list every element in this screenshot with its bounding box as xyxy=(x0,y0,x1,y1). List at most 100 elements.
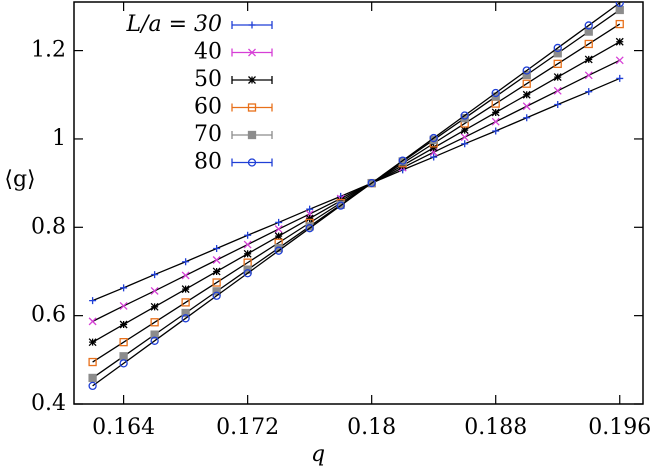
marker xyxy=(119,359,128,368)
marker xyxy=(522,102,531,111)
marker xyxy=(367,178,376,188)
marker xyxy=(584,39,593,49)
marker xyxy=(461,140,469,148)
marker xyxy=(150,302,159,311)
marker xyxy=(182,258,190,266)
fit-line xyxy=(92,59,621,322)
marker xyxy=(212,256,221,264)
marker xyxy=(212,278,221,287)
x-tick-label: 0.172 xyxy=(216,415,279,440)
marker xyxy=(336,201,345,210)
marker xyxy=(88,357,97,367)
marker xyxy=(430,153,438,161)
marker xyxy=(119,301,128,310)
fit-line xyxy=(92,77,620,302)
marker xyxy=(522,79,531,88)
x-tick-label: 0.18 xyxy=(347,415,396,440)
marker xyxy=(243,269,252,278)
marker xyxy=(274,232,283,241)
x-axis-label: q xyxy=(311,442,325,467)
plot-frame xyxy=(73,1,644,405)
marker xyxy=(88,381,97,391)
marker xyxy=(615,2,624,8)
legend-label: 60 xyxy=(194,95,222,120)
legend-label: 40 xyxy=(194,40,222,65)
marker xyxy=(553,43,562,53)
legend-label: L/a = 30 xyxy=(125,12,222,37)
marker xyxy=(306,205,314,213)
marker xyxy=(553,59,562,68)
marker xyxy=(120,284,128,292)
legend-label: 50 xyxy=(194,67,222,92)
marker xyxy=(553,49,562,58)
marker xyxy=(119,338,128,347)
marker xyxy=(460,111,469,120)
fit-line xyxy=(92,2,621,387)
marker xyxy=(553,86,562,95)
marker xyxy=(181,285,190,294)
marker xyxy=(523,114,531,122)
marker xyxy=(243,240,252,249)
legend-label: 70 xyxy=(194,122,222,147)
marker xyxy=(213,245,221,253)
marker xyxy=(553,73,562,82)
marker xyxy=(274,225,283,234)
marker xyxy=(88,317,97,326)
marker xyxy=(150,318,159,327)
marker xyxy=(491,88,500,98)
marker xyxy=(491,117,500,126)
marker xyxy=(584,71,593,80)
legend-label: 80 xyxy=(194,150,222,175)
marker xyxy=(429,143,438,152)
marker xyxy=(247,158,257,167)
marker xyxy=(212,287,221,296)
marker xyxy=(554,100,562,108)
y-tick-label: 1.2 xyxy=(31,38,66,63)
marker xyxy=(88,373,97,383)
marker xyxy=(584,27,593,36)
marker xyxy=(460,126,469,135)
marker xyxy=(212,267,221,276)
x-tick-label: 0.196 xyxy=(588,415,651,440)
marker xyxy=(305,214,314,223)
marker xyxy=(181,298,190,307)
marker xyxy=(398,156,407,165)
marker xyxy=(88,338,97,347)
marker xyxy=(247,130,257,140)
marker xyxy=(243,249,252,258)
marker xyxy=(150,286,159,295)
marker xyxy=(89,297,97,305)
marker xyxy=(615,19,624,29)
marker xyxy=(615,56,624,65)
marker xyxy=(248,21,256,29)
x-tick-label: 0.188 xyxy=(464,415,527,440)
y-tick-label: 1 xyxy=(52,126,66,151)
marker xyxy=(150,336,159,345)
marker xyxy=(491,108,500,117)
y-tick-label: 0.4 xyxy=(31,391,66,416)
y-tick-label: 0.6 xyxy=(31,303,66,328)
marker xyxy=(585,88,593,96)
marker xyxy=(150,330,159,339)
marker xyxy=(615,5,624,15)
marker xyxy=(522,90,531,99)
marker xyxy=(244,231,252,239)
x-tick-label: 0.164 xyxy=(92,415,155,440)
marker xyxy=(522,66,531,75)
marker xyxy=(492,127,500,135)
marker xyxy=(248,76,256,84)
y-axis-label: ⟨g⟩ xyxy=(4,167,35,192)
plot-area xyxy=(88,2,624,391)
marker xyxy=(615,37,624,46)
marker xyxy=(212,291,221,300)
marker xyxy=(247,103,257,112)
fit-line xyxy=(92,41,621,343)
marker xyxy=(305,224,314,233)
marker xyxy=(460,133,469,142)
marker xyxy=(429,133,438,143)
marker xyxy=(181,271,190,280)
marker xyxy=(584,21,593,30)
marker xyxy=(151,271,159,279)
marker xyxy=(275,218,283,226)
